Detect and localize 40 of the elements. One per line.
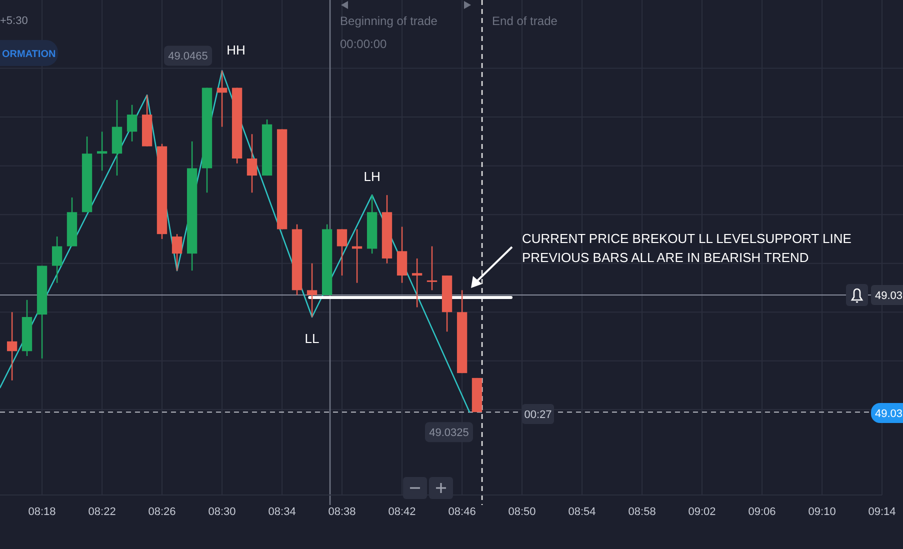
x-tick-label: 09:02 (688, 506, 716, 518)
x-tick-label: 09:06 (748, 506, 776, 518)
x-tick-label: 08:26 (148, 506, 176, 518)
annotation: 49.03 (875, 290, 903, 302)
candlestick (172, 233, 182, 272)
x-tick-label: 09:10 (808, 506, 836, 518)
x-tick-label: 08:38 (328, 506, 356, 518)
x-tick-label: 08:18 (28, 506, 56, 518)
x-tick-label: 09:14 (868, 506, 896, 518)
x-tick-label: 08:34 (268, 506, 296, 518)
annotation: +5:30 (0, 15, 28, 27)
ref-line-label: Beginning of trade (340, 14, 438, 28)
x-tick-label: 08:58 (628, 506, 656, 518)
x-tick-label: 08:22 (88, 506, 116, 518)
candlestick (6, 312, 18, 381)
x-tick-label: 08:50 (508, 506, 536, 518)
candlestick (336, 228, 348, 276)
x-tick-label: 08:42 (388, 506, 416, 518)
x-tick-label: 08:30 (208, 506, 236, 518)
annotation: LH (364, 169, 380, 184)
candlestick (412, 258, 422, 308)
candlestick (216, 70, 228, 128)
candlestick (96, 131, 108, 172)
x-tick-label: 08:54 (568, 506, 596, 518)
annotation: HH (226, 42, 246, 58)
x-tick-label: 08:46 (448, 506, 476, 518)
annotation: 49.0465 (168, 50, 208, 63)
annotation: LL (304, 330, 320, 346)
annotation: ORMATION (2, 49, 56, 60)
candlestick (306, 262, 318, 318)
annotation: CURRENT PRICE BREKOUT LL LEVELSUPPORT LINE PREVIOUS BARS ALL ARE IN BEARISH TREND (522, 231, 852, 265)
annotation: 00:00:00 (340, 37, 388, 51)
annotation: 49.03 (875, 408, 903, 420)
candlestick (246, 134, 258, 194)
ref-line-label: End of trade (492, 14, 558, 28)
candlestick (52, 236, 62, 284)
candlestick (426, 246, 438, 291)
annotation: 00:27 (524, 409, 552, 421)
annotation: 49.0325 (429, 427, 469, 440)
candlestick (126, 104, 138, 142)
